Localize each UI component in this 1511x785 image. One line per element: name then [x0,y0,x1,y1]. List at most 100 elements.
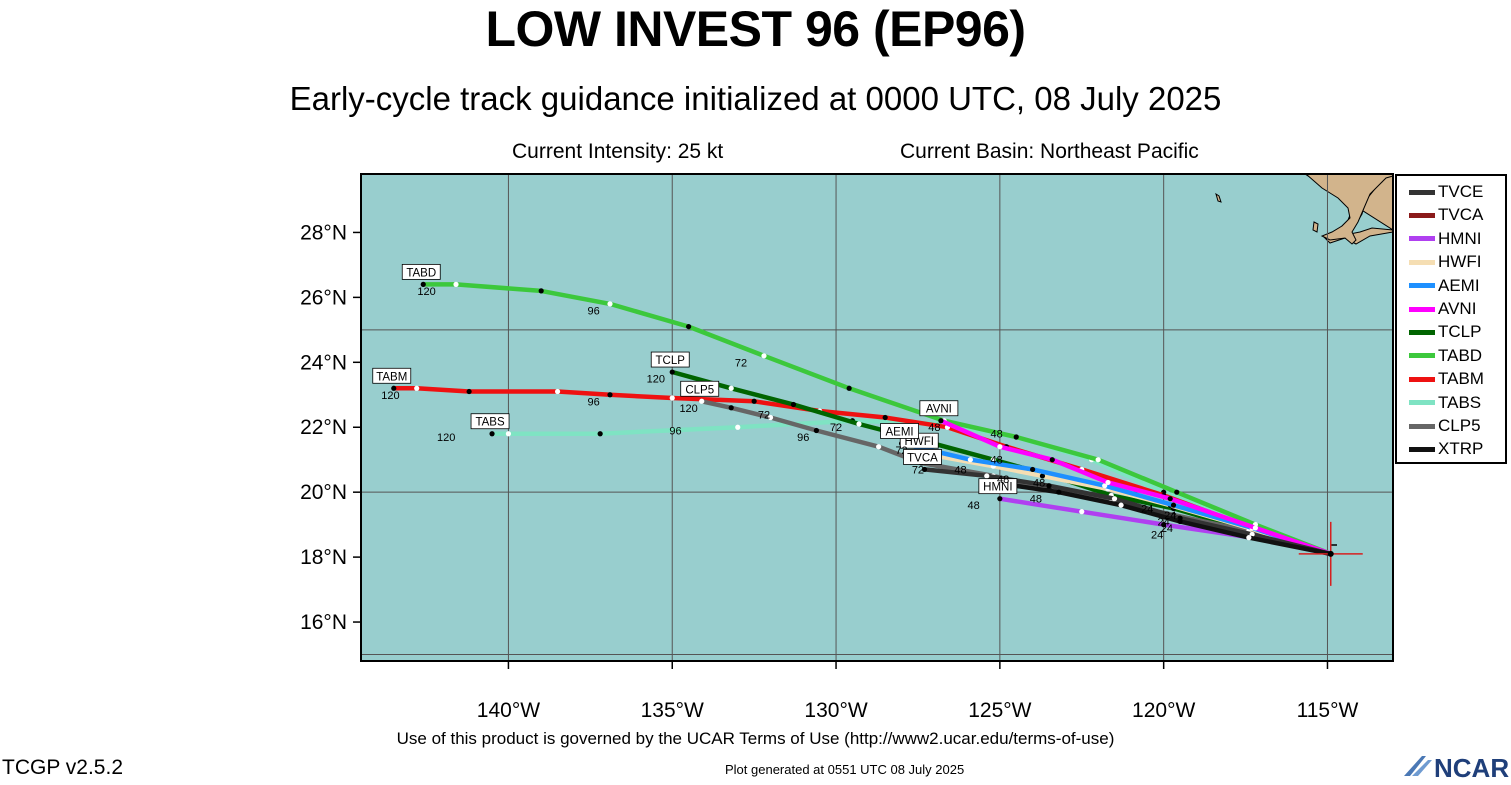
ncar-logo: NCAR [1402,750,1510,785]
legend-swatch [1409,236,1435,242]
track-name-label: TABM [376,371,407,383]
lon-tick-label: 125°W [968,699,1031,722]
forecast-hour-label: 96 [587,396,599,408]
track-name-label: TVCA [907,452,938,464]
current-position-marker [1298,521,1363,586]
track-point [1174,489,1180,495]
legend-item-xtrp: XTRP [1409,438,1483,460]
track-point [597,431,603,437]
legend: TVCE TVCA HMNI HWFI AEMI AVNI TCLP TABD TABM TABS… [1395,174,1507,464]
ncar-logo-text: NCAR [1434,753,1509,780]
track-point [1079,509,1085,515]
legend-swatch [1409,283,1435,289]
track-point [813,427,819,434]
forecast-hour-label: 24 [1158,516,1170,528]
track-point [1013,434,1019,440]
track-name-box [978,478,1018,495]
forecast-hour-label: 48 [990,455,1002,467]
track-name-label: TCLP [656,355,686,367]
legend-label: TVCE [1438,182,1484,201]
version-label: TCGP v2.5.2 [2,756,123,779]
track-name-box [903,449,942,465]
ncar-logo-icon: NCAR [1404,753,1509,783]
track-point [1111,496,1118,502]
track-point [735,424,741,430]
track-point [997,444,1003,450]
forecast-hour-label: 120 [437,432,455,444]
forecast-hour-label: 48 [1030,494,1042,506]
page-subtitle: Early-cycle track guidance initialized a… [289,80,1222,117]
legend-item-hwfi: HWFI [1409,251,1481,273]
track-name-label: TABD [406,267,436,279]
track-name-box [650,351,690,368]
lat-tick-label: 18°N [300,546,347,569]
legend-label: AVNI [1438,299,1477,318]
map-frame [360,173,1394,662]
lon-tick-label: 135°W [641,699,704,722]
track-name-box [680,380,720,397]
forecast-hour-label: 48 [990,429,1002,441]
forecast-hour-label: 24 [1141,503,1153,515]
legend-swatch [1409,306,1435,312]
lat-tick-label: 26°N [300,286,347,309]
forecast-hour-label: 120 [381,390,399,402]
lon-tick-label: 120°W [1132,699,1195,722]
legend-item-clp5: CLP5 [1409,415,1481,437]
track-point [1049,457,1055,463]
track-point [1252,525,1258,531]
track-point [1105,479,1111,486]
track-name-box [470,413,510,430]
track-point [686,323,692,330]
legend-item-tabs: TABS [1409,392,1481,414]
track-point [538,288,544,294]
track-name-label: HMNI [983,482,1012,494]
track-name-box [919,400,959,417]
lat-tick-label: 28°N [300,221,347,244]
lon-tick-label: 140°W [477,699,540,722]
current-intensity: Current Intensity: 25 kt [512,140,724,163]
track-name-box [401,263,441,280]
legend-label: TVCA [1438,205,1484,225]
legend-label: HMNI [1438,228,1482,248]
track-point [1118,502,1124,508]
legend-swatch [1409,423,1435,429]
track-name-label: HWFI [905,436,934,448]
forecast-hour-label: 120 [647,374,665,386]
legend-label: TCLP [1438,322,1482,342]
track-point [489,431,495,437]
track-point [505,431,512,437]
track-point [1161,522,1167,528]
legend-item-tclp: TCLP [1409,321,1481,343]
track-point [1170,502,1177,508]
forecast-hour-label: 72 [758,409,770,421]
track-point [751,398,757,404]
legend-swatch [1409,400,1435,406]
track-name-box [880,423,919,439]
track-point [938,418,944,424]
track-point [1046,483,1052,489]
legend-label: CLP5 [1438,416,1481,435]
legend-label: TABS [1438,392,1482,412]
track-point [767,414,774,421]
legend-swatch [1409,329,1435,335]
track-point [1030,466,1036,473]
forecast-hour-label: 48 [997,474,1009,486]
track-point [921,466,928,473]
track-point [466,388,472,395]
track-name-label: AEMI [886,426,914,438]
track-point [967,457,973,463]
track-name-label: TABS [475,417,505,429]
track-name-label: AVNI [926,404,952,416]
axis-ticks: 140°W 135°W 130°W 125°W 120°W 115°W 16°N 18°N 20… [300,221,1358,722]
track-point [391,385,397,391]
legend-swatch [1409,189,1435,195]
track-labels: 96 120 TABS 72 96 120 TABD 96 120 TABM 72 120 TCLP 72… [372,263,1176,541]
track-point [984,473,990,479]
legend-label: TABM [1438,369,1484,389]
track-point [846,385,852,391]
track-point [876,444,882,450]
forecast-hour-label: 48 [954,464,966,476]
terms-of-use: Use of this product is governed by the U… [396,729,1115,748]
legend-swatch [1409,212,1435,218]
legend-label: TABD [1438,345,1483,365]
